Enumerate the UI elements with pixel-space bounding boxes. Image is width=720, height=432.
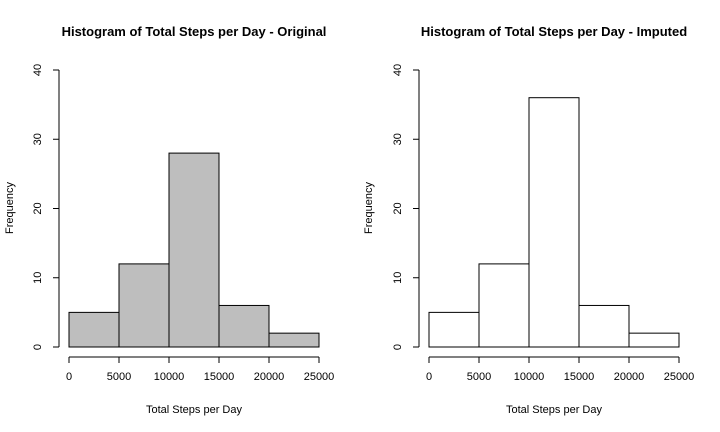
histogram-bar [168,152,220,348]
y-tick-label: 10 [392,272,404,284]
y-tick-label: 30 [392,133,404,145]
histogram-bar [478,263,530,348]
chart-title: Histogram of Total Steps per Day - Imput… [421,24,687,39]
y-tick-label: 10 [32,272,44,284]
histogram-bar [528,97,580,348]
histogram-bar [578,304,630,348]
x-tick-label: 0 [426,371,432,383]
histogram-bar [218,304,270,348]
y-tick-label: 0 [32,344,44,350]
y-tick-label: 0 [392,344,404,350]
histogram-original-panel: Histogram of Total Steps per Day - Origi… [4,24,334,416]
bars-group [428,97,680,348]
y-axis-label: Frequency [4,182,16,234]
y-tick-label: 40 [392,64,404,76]
x-tick-label: 0 [66,371,72,383]
x-tick-label: 10000 [154,371,185,383]
x-tick-label: 15000 [204,371,235,383]
x-tick-label: 25000 [304,371,335,383]
histogram-bar [628,332,680,348]
x-tick-label: 20000 [254,371,285,383]
histogram-imputed-panel: Histogram of Total Steps per Day - Imput… [363,24,694,416]
histogram-bar [268,332,320,348]
histogram-bar [118,263,170,348]
x-tick-label: 5000 [467,371,491,383]
histogram-bar [68,311,120,348]
axes-group: 0 5000 10000 15000 20000 25000 0 10 20 30 40 [392,64,694,383]
x-tick-label: 15000 [564,371,595,383]
x-axis-label: Total Steps per Day [146,404,242,416]
y-tick-label: 30 [32,133,44,145]
chart-title: Histogram of Total Steps per Day - Origi… [62,24,327,39]
x-axis-label: Total Steps per Day [506,404,602,416]
y-tick-label: 20 [32,202,44,214]
x-tick-label: 10000 [514,371,545,383]
x-tick-label: 5000 [107,371,131,383]
y-axis-label: Frequency [363,182,375,234]
y-tick-label: 20 [392,202,404,214]
y-tick-label: 40 [32,64,44,76]
bars-group [68,152,320,348]
x-tick-label: 20000 [614,371,645,383]
axes-group: 0 5000 10000 15000 20000 25000 0 10 20 30 40 [32,64,334,383]
histogram-bar [428,311,480,348]
x-tick-label: 25000 [664,371,695,383]
